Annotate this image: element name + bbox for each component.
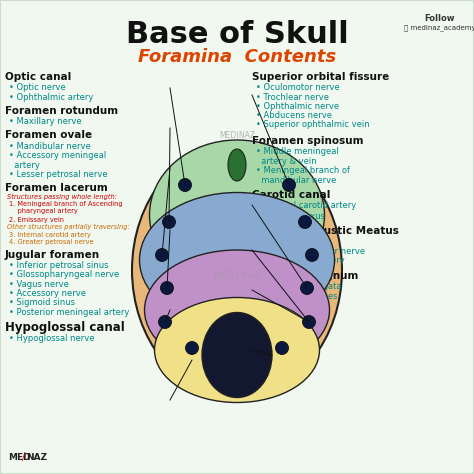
Text: Foramen magnum: Foramen magnum [252,271,358,281]
Text: • Maxillary nerve: • Maxillary nerve [9,117,82,126]
Text: • Posterior meningeal artery: • Posterior meningeal artery [9,308,129,317]
Text: Jugular foramen: Jugular foramen [5,250,100,260]
Text: • Vestibulocochlear nerve: • Vestibulocochlear nerve [256,246,365,255]
Text: • Optic nerve: • Optic nerve [9,83,66,92]
Text: Foramina  Contents: Foramina Contents [138,48,336,66]
Text: MED: MED [8,453,31,462]
Text: Follow: Follow [425,14,455,23]
Text: NAZ: NAZ [26,453,47,462]
Ellipse shape [149,140,325,290]
Ellipse shape [132,143,342,398]
Text: • Hypoglossal nerve: • Hypoglossal nerve [9,334,94,343]
Text: Optic canal: Optic canal [5,72,71,82]
Ellipse shape [228,149,246,181]
Text: Carotid canal: Carotid canal [252,190,330,200]
Ellipse shape [283,179,295,191]
Ellipse shape [301,282,313,294]
Text: 1. Meningeal branch of Ascending
    pharyngeal artery: 1. Meningeal branch of Ascending pharyng… [9,201,123,214]
Ellipse shape [306,248,319,262]
Text: • Internal carotid artery
  & nerve plexus: • Internal carotid artery & nerve plexus [256,201,356,221]
Text: • Inferior petrosal sinus: • Inferior petrosal sinus [9,261,109,270]
Text: 3. Internal carotid artery: 3. Internal carotid artery [9,231,91,237]
Text: • Glossopharyngeal nerve: • Glossopharyngeal nerve [9,271,119,280]
Text: • Lesser petrosal nerve: • Lesser petrosal nerve [9,170,108,179]
Ellipse shape [179,179,191,191]
Text: • Mandibular nerve: • Mandibular nerve [9,142,91,151]
Text: • Abducens nerve: • Abducens nerve [256,111,332,120]
Ellipse shape [155,298,319,402]
Text: MED|NAZ: MED|NAZ [219,130,255,139]
Text: • Trochlear nerve: • Trochlear nerve [256,92,329,101]
Ellipse shape [145,250,329,370]
Text: 2. Emissary vein: 2. Emissary vein [9,217,64,223]
Ellipse shape [158,316,172,328]
Text: • Superior ophthalmic vein: • Superior ophthalmic vein [256,120,370,129]
Text: • Medulla oblongata: • Medulla oblongata [256,283,341,292]
Ellipse shape [155,248,168,262]
Text: • Middle meningeal
  artery & vein: • Middle meningeal artery & vein [256,147,339,166]
Ellipse shape [202,312,272,398]
Ellipse shape [275,341,289,355]
Text: • Vagus nerve: • Vagus nerve [9,280,69,289]
Text: • Spinal root of
  accessory nerve: • Spinal root of accessory nerve [256,301,330,320]
Text: Foramen spinosum: Foramen spinosum [252,136,364,146]
Text: 4. Greater petrosal nerve: 4. Greater petrosal nerve [9,239,94,245]
Text: • Sigmoid sinus: • Sigmoid sinus [9,299,75,308]
Text: • Accessory nerve: • Accessory nerve [9,289,86,298]
Text: ⓘ medinaz_academy: ⓘ medinaz_academy [404,24,474,31]
Text: Other structures partially traversing:: Other structures partially traversing: [7,224,130,230]
Text: Base of Skull: Base of Skull [126,20,348,49]
Text: /: / [22,452,26,462]
Ellipse shape [302,316,316,328]
Text: Hypoglossal canal: Hypoglossal canal [5,321,125,334]
Text: • Oculomotor nerve: • Oculomotor nerve [256,83,340,92]
Text: MED | NAZ: MED | NAZ [215,271,259,280]
Text: • Vertebral arteries: • Vertebral arteries [256,292,337,301]
Ellipse shape [299,216,311,228]
Text: • Facial nerve: • Facial nerve [256,237,314,246]
Text: • Labyrinthine artery: • Labyrinthine artery [256,256,345,265]
Text: Foramen rotundum: Foramen rotundum [5,106,118,116]
Text: • Ophthalmic nerve: • Ophthalmic nerve [256,102,339,111]
Ellipse shape [161,282,173,294]
Text: Foramen lacerum: Foramen lacerum [5,183,108,193]
Ellipse shape [185,341,199,355]
Text: • Accessory meningeal
  artery: • Accessory meningeal artery [9,151,106,170]
Ellipse shape [163,216,175,228]
Text: • Ophthalmic artery: • Ophthalmic artery [9,92,93,101]
Text: Internal Acoustic Meatus: Internal Acoustic Meatus [252,226,399,236]
Text: • Meningeal branch of
  mandibular nerve: • Meningeal branch of mandibular nerve [256,165,350,185]
Text: Superior orbital fissure: Superior orbital fissure [252,72,389,82]
Ellipse shape [139,192,335,328]
Text: Structures passing whole length:: Structures passing whole length: [7,194,117,200]
Text: Foramen ovale: Foramen ovale [5,130,92,140]
